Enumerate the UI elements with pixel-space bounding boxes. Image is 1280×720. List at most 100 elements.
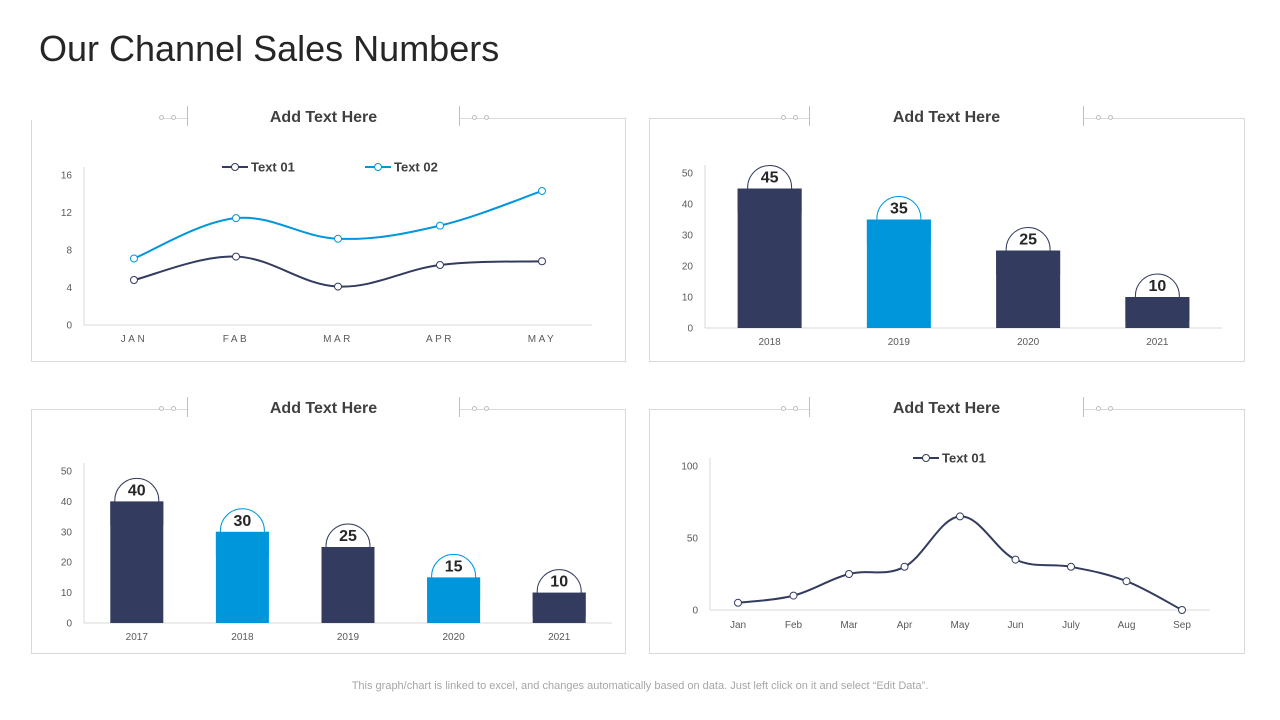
x-tick-label: 2018 [759,337,782,348]
data-point [900,562,909,571]
data-point [845,570,853,578]
decor-bar [459,397,460,417]
decor-dot [159,406,164,411]
bar-value-label: 40 [128,482,146,499]
data-point [436,261,444,269]
decor-bar [459,106,460,126]
panel-header: Add Text Here [188,397,459,421]
x-tick-label: 2021 [548,632,571,643]
data-point [1011,555,1020,564]
data-point [436,221,444,230]
y-tick-label: 12 [61,208,73,219]
x-tick-label: FAB [223,334,249,345]
bar-value-label: 30 [234,513,252,530]
data-point [1178,606,1186,614]
y-tick-label: 16 [61,171,73,182]
x-tick-label: Jan [730,620,746,631]
legend-label: Text 02 [394,160,438,175]
y-tick-label: 30 [682,231,694,242]
decor-dot [1108,115,1113,120]
bar-value-label: 25 [1019,232,1037,249]
legend-label: Text 01 [942,451,986,466]
panel-header: Add Text Here [188,106,459,130]
x-tick-label: MAR [323,334,353,345]
y-tick-label: 40 [61,497,73,508]
decor-dot [484,115,489,120]
x-tick-label: 2019 [337,632,360,643]
x-tick-label: 2017 [126,632,149,643]
bar-cap [866,219,931,244]
bar-value-label: 45 [761,170,779,187]
x-tick-label: Feb [785,620,803,631]
y-tick-label: 10 [61,588,73,599]
decor-dot [484,406,489,411]
decor-bar [809,397,810,417]
line-chart-jan-sep[interactable]: 0 50 100 Jan Feb Mar Apr May Jun July Aug Sep Text 0… [650,432,1244,652]
x-tick-label: May [951,620,970,631]
x-tick-label: Aug [1118,620,1136,631]
bar-cap [215,531,269,556]
decor-dot [793,115,798,120]
series-line [133,255,543,288]
decor-dot [472,115,477,120]
data-point [334,282,342,291]
bar-cap [996,250,1061,275]
x-tick-label: Apr [897,620,913,631]
x-tick-label: July [1062,620,1080,631]
data-point [956,512,964,521]
bar-value-label: 25 [339,528,357,545]
bar-value-label: 35 [890,201,908,218]
line-chart-monthly[interactable]: 0 4 8 12 16 JAN FAB MAR APR MAY Text 01 Text 02 [32,140,625,360]
data-point [130,254,138,263]
data-point [538,257,546,266]
y-tick-label: 0 [687,324,693,335]
x-tick-label: 2020 [442,632,465,643]
x-tick-label: 2019 [888,337,911,348]
bar-cap [737,188,802,213]
data-point [232,214,240,223]
decor-dot [1108,406,1113,411]
x-tick-label: Mar [840,620,858,631]
legend-marker [922,454,930,462]
bar-cap [321,547,375,571]
x-tick-label: Sep [1173,620,1191,631]
decor-dot [171,406,176,411]
decor-bar [809,106,810,126]
legend-label: Text 01 [251,160,295,175]
data-point [1067,562,1075,571]
x-tick-label: 2021 [1146,337,1169,348]
y-tick-label: 50 [61,467,73,478]
y-tick-label: 8 [66,246,72,257]
decor-bar [1083,397,1084,417]
decor-dot [781,406,786,411]
header-divider [31,118,161,120]
y-tick-label: 50 [682,169,694,180]
x-tick-label: APR [426,334,454,345]
page-title: Our Channel Sales Numbers [39,28,500,69]
bar-cap [427,577,481,602]
bar-cap [110,501,164,526]
y-tick-label: 50 [687,534,699,545]
data-point [734,598,742,607]
panel-header: Add Text Here [810,397,1083,421]
series-line [737,515,1183,611]
bar-value-label: 10 [550,574,568,591]
bar-chart-yearly-2017-2021[interactable]: 0 10 20 30 40 50 40 2017 30 2018 25 2019 15 2020 10 202… [32,432,625,652]
y-tick-label: 20 [61,558,73,569]
y-tick-label: 20 [682,262,694,273]
bar-chart-yearly-2018-2021[interactable]: 0 10 20 30 40 50 45 2018 35 2019 25 2020 10 2021 [650,140,1244,360]
y-tick-label: 30 [61,527,73,538]
decor-bar [1083,106,1084,126]
decor-dot [171,115,176,120]
x-tick-label: MAY [528,334,556,345]
bar-value-label: 10 [1148,278,1166,295]
y-tick-label: 100 [681,462,698,473]
decor-dot [159,115,164,120]
decor-dot [781,115,786,120]
bar-cap [532,592,586,617]
y-tick-label: 0 [66,321,72,332]
y-tick-label: 10 [682,293,694,304]
decor-bar [187,397,188,417]
legend-marker [231,163,239,171]
y-tick-label: 0 [66,619,72,630]
